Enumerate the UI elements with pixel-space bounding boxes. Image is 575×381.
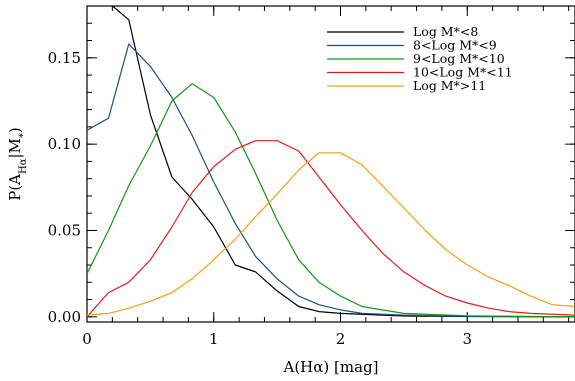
legend-label: Log M*>11	[413, 78, 486, 93]
series-line-3	[87, 83, 575, 318]
y-label-end: )	[6, 127, 24, 133]
plot-frame	[86, 5, 575, 323]
x-tick-label: 0	[82, 330, 92, 348]
legend-label: 10<Log M*<11	[413, 65, 513, 80]
y-tick-label: 0.10	[48, 135, 81, 153]
x-tick-label: 2	[336, 330, 346, 348]
series-line-5	[87, 152, 575, 316]
y-axis-label: P(AHα|M*)	[6, 127, 29, 201]
y-tick-label: 0.00	[48, 308, 81, 326]
x-axis-label: A(Hα) [mag]	[283, 358, 379, 376]
y-label-main: P(A	[6, 174, 24, 201]
series-line-4	[87, 140, 575, 318]
series-line-1	[111, 6, 575, 318]
y-label-mid: |M	[6, 138, 24, 158]
y-label-sub2: *	[18, 133, 29, 138]
legend-label: 8<Log M*<9	[413, 38, 497, 53]
y-label-sub1: Hα	[18, 158, 29, 174]
series-lines	[87, 6, 575, 318]
y-tick-label: 0.15	[48, 49, 81, 67]
series-line-2	[87, 43, 575, 318]
plot-area-border	[86, 5, 575, 323]
tick-labels: 0 1 2 3 0.00 0.05 0.10 0.15	[48, 49, 472, 348]
legend-label: Log M*<8	[413, 24, 478, 39]
x-tick-label: 1	[209, 330, 219, 348]
axis-ticks	[86, 5, 575, 322]
x-tick-label: 3	[462, 330, 472, 348]
legend-label: 9<Log M*<10	[413, 51, 505, 66]
y-tick-label: 0.05	[48, 221, 81, 239]
